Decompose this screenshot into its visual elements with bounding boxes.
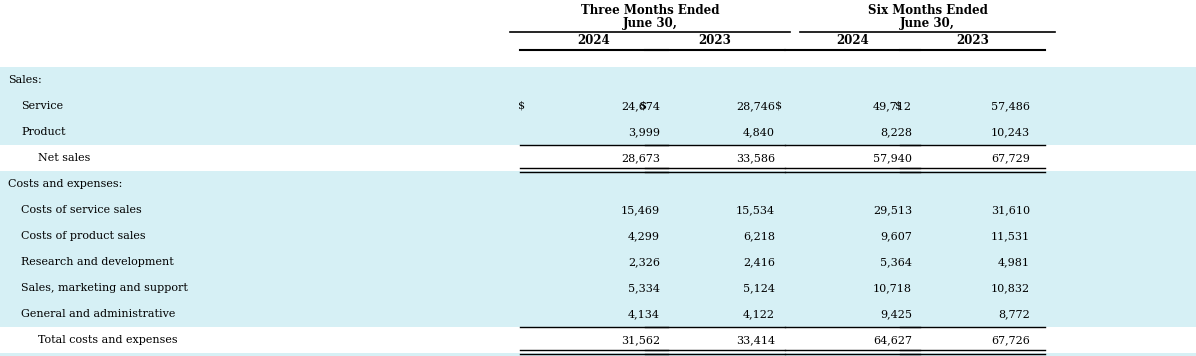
Text: General and administrative: General and administrative — [22, 309, 176, 319]
Text: 3,999: 3,999 — [628, 127, 660, 137]
Text: 28,746: 28,746 — [736, 101, 775, 111]
Text: 10,243: 10,243 — [990, 127, 1030, 137]
Text: 4,122: 4,122 — [743, 309, 775, 319]
Text: 24,674: 24,674 — [621, 101, 660, 111]
Text: 2024: 2024 — [836, 34, 868, 47]
Text: $: $ — [640, 101, 647, 111]
Text: Costs and expenses:: Costs and expenses: — [8, 179, 122, 189]
Text: 49,712: 49,712 — [873, 101, 913, 111]
Bar — [0, 275, 1196, 301]
Text: 2,326: 2,326 — [628, 257, 660, 267]
Bar — [0, 171, 1196, 197]
Text: 2023: 2023 — [698, 34, 732, 47]
Text: Three Months Ended: Three Months Ended — [581, 4, 719, 17]
Bar — [0, 249, 1196, 275]
Text: 2024: 2024 — [578, 34, 610, 47]
Bar — [0, 67, 1196, 93]
Text: 4,840: 4,840 — [743, 127, 775, 137]
Text: 4,299: 4,299 — [628, 231, 660, 241]
Text: 57,486: 57,486 — [991, 101, 1030, 111]
Bar — [0, 327, 1196, 353]
Text: 4,134: 4,134 — [628, 309, 660, 319]
Text: Net sales: Net sales — [38, 153, 91, 163]
Text: 67,729: 67,729 — [991, 153, 1030, 163]
Text: 4,981: 4,981 — [997, 257, 1030, 267]
Text: 15,469: 15,469 — [621, 205, 660, 215]
Bar — [0, 0, 1196, 67]
Text: 9,425: 9,425 — [880, 309, 913, 319]
Text: $: $ — [895, 101, 902, 111]
Text: 2023: 2023 — [956, 34, 989, 47]
Bar — [0, 197, 1196, 223]
Bar — [0, 119, 1196, 145]
Text: Product: Product — [22, 127, 66, 137]
Text: June 30,: June 30, — [623, 17, 677, 30]
Text: 6,218: 6,218 — [743, 231, 775, 241]
Text: 9,607: 9,607 — [880, 231, 913, 241]
Text: 31,562: 31,562 — [621, 335, 660, 345]
Text: June 30,: June 30, — [901, 17, 954, 30]
Text: 29,513: 29,513 — [873, 205, 913, 215]
Text: 33,586: 33,586 — [736, 153, 775, 163]
Text: Sales, marketing and support: Sales, marketing and support — [22, 283, 188, 293]
Text: 8,772: 8,772 — [999, 309, 1030, 319]
Text: 2,416: 2,416 — [743, 257, 775, 267]
Bar — [0, 93, 1196, 119]
Text: 57,940: 57,940 — [873, 153, 913, 163]
Text: Sales:: Sales: — [8, 75, 42, 85]
Text: 11,531: 11,531 — [990, 231, 1030, 241]
Text: 64,627: 64,627 — [873, 335, 913, 345]
Text: Research and development: Research and development — [22, 257, 173, 267]
Text: 31,610: 31,610 — [990, 205, 1030, 215]
Text: 10,832: 10,832 — [990, 283, 1030, 293]
Text: 28,673: 28,673 — [621, 153, 660, 163]
Text: Service: Service — [22, 101, 63, 111]
Text: 5,364: 5,364 — [880, 257, 913, 267]
Text: $: $ — [518, 101, 525, 111]
Text: 33,414: 33,414 — [736, 335, 775, 345]
Text: 5,334: 5,334 — [628, 283, 660, 293]
Text: $: $ — [775, 101, 782, 111]
Text: Total costs and expenses: Total costs and expenses — [38, 335, 178, 345]
Bar — [0, 353, 1196, 356]
Text: 5,124: 5,124 — [743, 283, 775, 293]
Text: 67,726: 67,726 — [991, 335, 1030, 345]
Text: 15,534: 15,534 — [736, 205, 775, 215]
Text: 10,718: 10,718 — [873, 283, 913, 293]
Text: Costs of service sales: Costs of service sales — [22, 205, 142, 215]
Bar — [0, 301, 1196, 327]
Bar — [0, 145, 1196, 171]
Text: 8,228: 8,228 — [880, 127, 913, 137]
Text: Costs of product sales: Costs of product sales — [22, 231, 146, 241]
Text: Six Months Ended: Six Months Ended — [867, 4, 988, 17]
Bar — [0, 223, 1196, 249]
